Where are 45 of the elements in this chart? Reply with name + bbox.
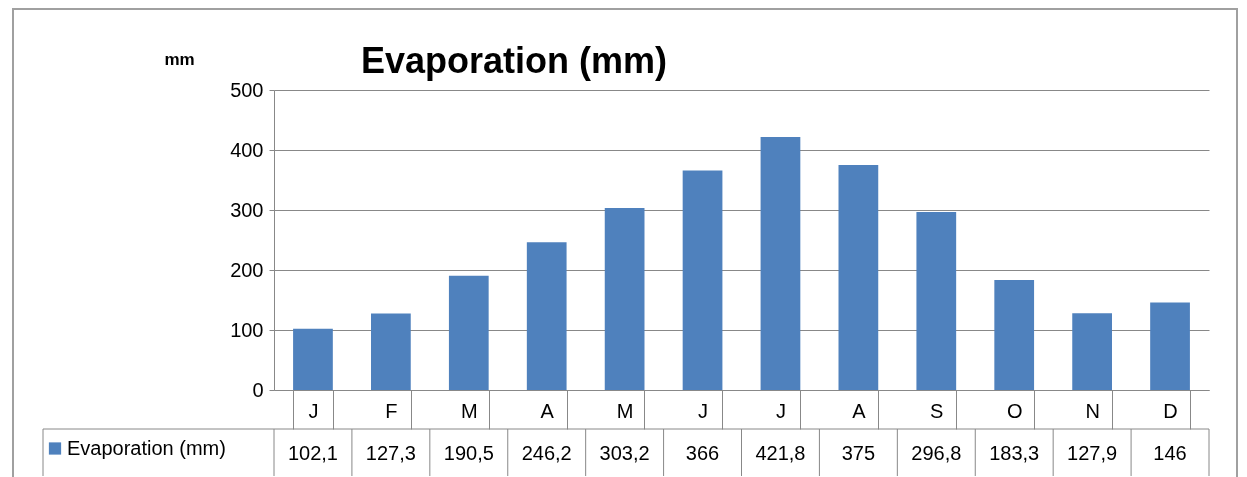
- bar: [916, 211, 957, 390]
- data-label: 303,2: [599, 441, 650, 464]
- x-tick-label: J: [698, 399, 709, 422]
- data-label: 190,5: [443, 441, 494, 464]
- bar: [293, 328, 333, 390]
- bar: [1072, 313, 1112, 390]
- y-tick-label: 0: [252, 378, 264, 401]
- data-label: 366: [685, 441, 720, 464]
- x-tick-label: O: [1006, 399, 1023, 422]
- bar: [604, 208, 645, 390]
- bar: [526, 242, 567, 390]
- data-label: 127,9: [1067, 441, 1118, 464]
- bar: [838, 165, 879, 390]
- y-tick-label: 500: [230, 78, 264, 101]
- x-tick-label: D: [1163, 399, 1178, 422]
- bar: [682, 170, 723, 390]
- y-axis-title: mm: [164, 49, 195, 69]
- y-tick-label: 300: [230, 198, 264, 221]
- legend-label: Evaporation (mm): [67, 436, 226, 459]
- data-label: 127,3: [365, 441, 416, 464]
- x-tick-label: F: [385, 399, 398, 422]
- x-tick-label: J: [775, 399, 786, 422]
- x-tick-label: M: [616, 399, 634, 422]
- data-label: 296,8: [911, 441, 962, 464]
- x-tick-label: J: [308, 399, 319, 422]
- data-label: 102,1: [287, 441, 338, 464]
- bar: [1150, 302, 1190, 390]
- data-label: 246,2: [521, 441, 572, 464]
- y-tick-label: 200: [230, 258, 264, 281]
- data-label: 375: [841, 441, 876, 464]
- x-tick-label: A: [540, 399, 555, 422]
- x-tick-label: S: [930, 399, 944, 422]
- bar: [994, 280, 1035, 390]
- y-tick-label: 100: [230, 318, 264, 341]
- bar: [371, 313, 411, 390]
- data-label: 146: [1153, 441, 1187, 464]
- data-label: 421,8: [755, 441, 806, 464]
- x-tick-label: A: [852, 399, 867, 422]
- bar: [760, 136, 801, 390]
- chart-title: Evaporation (mm): [360, 40, 668, 81]
- x-tick-label: N: [1085, 399, 1100, 422]
- x-tick-label: M: [460, 399, 478, 422]
- y-tick-label: 400: [230, 138, 264, 161]
- bar: [448, 275, 489, 390]
- data-label: 183,3: [989, 441, 1040, 464]
